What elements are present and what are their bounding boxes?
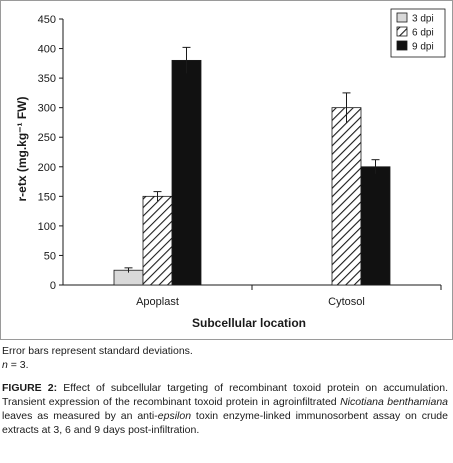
- figure-text-epsilon: epsilon: [157, 410, 192, 422]
- y-tick-label: 300: [38, 103, 56, 115]
- error-bar-note: Error bars represent standard deviations…: [2, 345, 193, 357]
- sample-size-value: = 3.: [7, 359, 29, 371]
- bar: [331, 107, 362, 286]
- y-tick-label: 450: [38, 14, 56, 26]
- y-tick-label: 200: [38, 162, 56, 174]
- legend-label: 9 dpi: [412, 42, 434, 53]
- y-tick-label: 350: [38, 73, 56, 85]
- figure-text-part1: Effect of subcellular targeting of recom…: [2, 382, 449, 408]
- y-tick-label: 0: [50, 280, 56, 292]
- figure-text-part2: leaves as measured by an anti-: [2, 410, 158, 422]
- bar: [360, 166, 391, 286]
- sample-size-symbol: n: [2, 359, 8, 371]
- bar-chart: 0 50 100 150 200 250 300 350 400 450 Apoplast Cytos…: [15, 8, 446, 330]
- legend-label: 6 dpi: [412, 28, 434, 39]
- legend-swatch: [396, 40, 408, 51]
- y-tick-label: 250: [38, 132, 56, 144]
- legend-label: 3 dpi: [412, 14, 434, 25]
- category-label: Apoplast: [136, 296, 179, 308]
- y-tick-label: 400: [38, 44, 56, 56]
- figure-label: FIGURE 2:: [2, 382, 58, 394]
- bar: [142, 195, 173, 286]
- figure-caption: Error bars represent standard deviations…: [2, 344, 448, 437]
- y-tick-label: 150: [38, 191, 56, 203]
- sample-size-note: n = 3.: [2, 358, 448, 372]
- chart-frame: 0 50 100 150 200 250 300 350 400 450 Apoplast Cytos…: [0, 0, 453, 340]
- figure-text-species: Nicotiana benthamiana: [340, 396, 448, 408]
- y-tick-label: 50: [44, 250, 56, 262]
- category-label: Cytosol: [328, 296, 365, 308]
- legend-swatch: [396, 12, 408, 23]
- y-axis-title: r-etx (mg.kg⁻¹ FW): [15, 97, 29, 202]
- bar: [171, 59, 202, 286]
- x-axis-title: Subcellular location: [192, 316, 306, 330]
- figure-description: FIGURE 2: Effect of subcellular targetin…: [2, 381, 448, 437]
- figure-text-part3: toxin enzyme-linked immunosorbent assay …: [2, 410, 448, 436]
- legend-swatch: [396, 26, 408, 37]
- y-tick-label: 100: [38, 221, 56, 233]
